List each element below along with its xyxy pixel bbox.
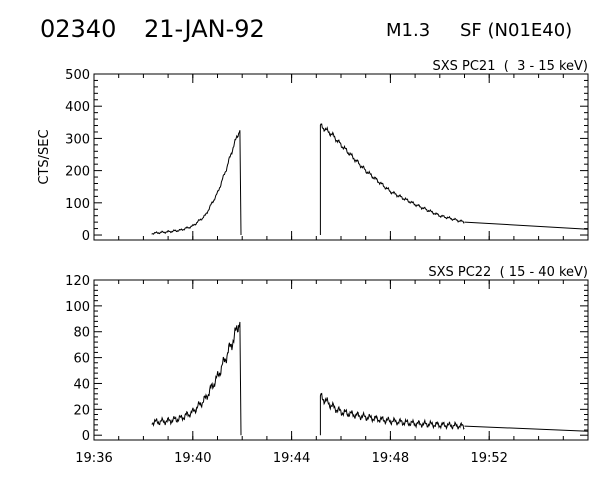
x-tick-label: 19:52 (470, 451, 507, 466)
y-tick-label: 40 (73, 377, 90, 392)
series-line-panel2-segment1 (151, 321, 242, 436)
y-tick-label: 100 (65, 300, 90, 315)
x-tick-label: 19:48 (372, 451, 409, 466)
panel-title: SXS PC21 ( 3 - 15 keV) (432, 59, 588, 74)
panel-title: SXS PC22 ( 15 - 40 keV) (428, 265, 588, 280)
x-tick-label: 19:44 (273, 451, 310, 466)
y-tick-label: 80 (73, 326, 90, 341)
y-tick-label: 200 (65, 165, 90, 180)
event-date: 21-JAN-92 (144, 15, 265, 43)
series-line-panel2-segment2 (319, 392, 465, 436)
y-tick-label: 100 (65, 197, 90, 212)
series-line-panel1-segment2 (319, 123, 465, 235)
x-tick-label: 19:36 (75, 451, 112, 466)
flare-location: SF (N01E40) (460, 20, 573, 41)
y-tick-label: 0 (82, 229, 90, 244)
plot-frame-2 (93, 279, 589, 441)
x-tick-label: 19:40 (174, 451, 211, 466)
y-tick-label: 0 (82, 429, 90, 444)
series-line-panel1-segment1 (151, 130, 242, 236)
y-tick-label: 120 (65, 274, 90, 289)
y-tick-label: 400 (65, 100, 90, 115)
event-id: 02340 (40, 15, 117, 43)
y-axis-label: CTS/SEC (37, 129, 52, 184)
series-line-panel2-segment3 (464, 425, 589, 432)
y-tick-label: 300 (65, 132, 90, 147)
series-line-panel1-segment3 (464, 221, 589, 230)
plot-frame-1 (93, 73, 589, 241)
y-tick-label: 60 (73, 352, 90, 367)
y-tick-label: 500 (65, 68, 90, 83)
flare-class: M1.3 (386, 20, 431, 41)
y-tick-label: 20 (73, 403, 90, 418)
